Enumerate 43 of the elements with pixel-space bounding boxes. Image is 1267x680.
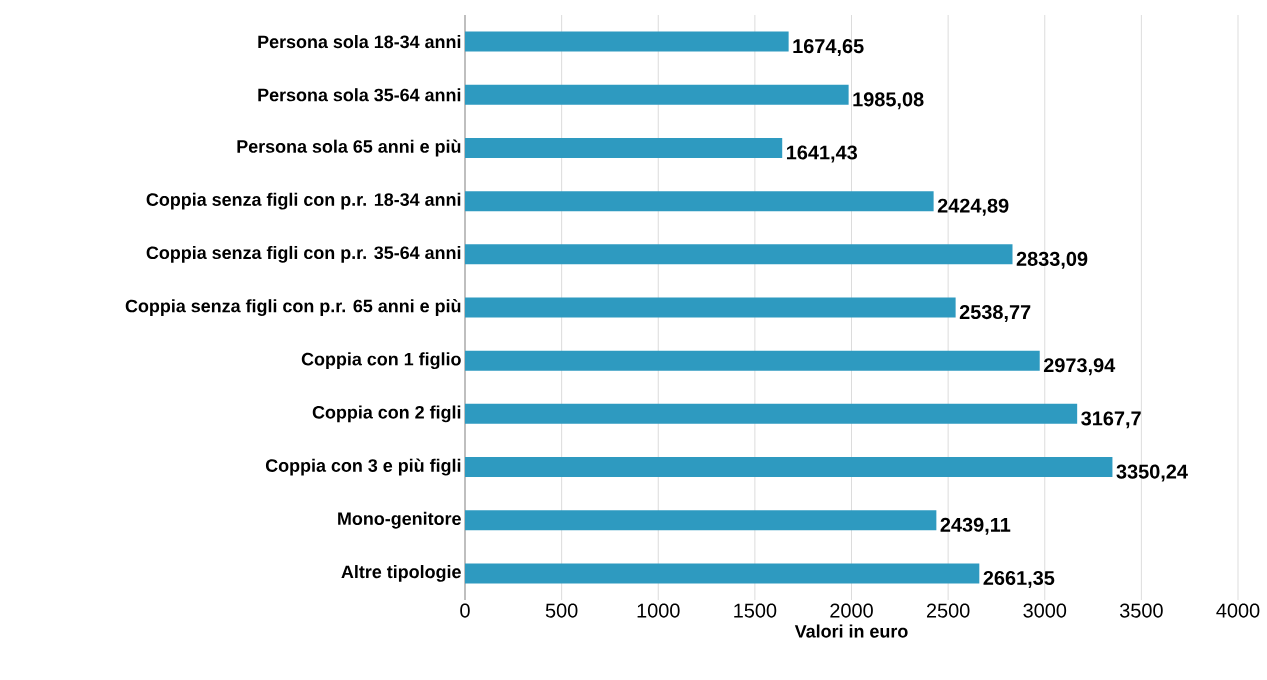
bar xyxy=(465,510,937,531)
bar xyxy=(465,403,1078,424)
bar xyxy=(465,297,956,318)
bar xyxy=(465,137,783,158)
x-tick-label: 2000 xyxy=(830,603,873,618)
y-tick-label: Coppia con 3 e più figli xyxy=(265,458,461,476)
bar xyxy=(465,244,1013,265)
data-label: 3350,24 xyxy=(1116,464,1188,482)
data-label: 2973,94 xyxy=(1043,358,1116,376)
y-tick-label: Mono-genitore xyxy=(338,511,461,529)
data-label: 2424,89 xyxy=(937,198,1009,216)
x-tick-label: 1000 xyxy=(637,603,680,618)
data-label: 3167,7 xyxy=(1081,411,1141,429)
data-label: 1641,43 xyxy=(786,145,858,163)
y-tick-label: Persona sola 35-64 anni xyxy=(258,88,461,102)
bar xyxy=(465,191,934,212)
data-label: 2833,09 xyxy=(1016,251,1088,269)
x-tick-label: 3000 xyxy=(1023,603,1067,618)
y-tick-label: Coppia con 1 figlio xyxy=(301,352,461,370)
x-tick-label: 500 xyxy=(545,603,578,618)
bar xyxy=(465,350,1040,371)
bar xyxy=(465,563,980,584)
data-label: 1674,65 xyxy=(793,39,864,57)
x-tick-label: 3500 xyxy=(1119,603,1163,618)
data-label: 1985,08 xyxy=(853,92,924,110)
data-label: 2439,11 xyxy=(940,517,1011,535)
y-tick-label: Coppia con 2 figli xyxy=(312,405,461,423)
y-tick-label: Coppia senza figli con p.r. 65 anni e più xyxy=(125,299,461,316)
data-label: 2661,35 xyxy=(983,570,1055,588)
y-tick-label: Persona sola 18-34 anni xyxy=(258,34,461,49)
x-tick-label: 4000 xyxy=(1216,603,1260,618)
bar xyxy=(465,31,789,52)
x-tick-label: 1500 xyxy=(734,603,777,618)
x-axis-title: Valori in euro xyxy=(794,624,908,638)
y-tick-label: Coppia senza figli con p.r. 35-64 anni xyxy=(146,245,461,263)
data-label: 2538,77 xyxy=(959,305,1031,322)
x-tick-label: 0 xyxy=(460,603,470,618)
y-tick-label: Altre tipologie xyxy=(341,565,461,582)
y-tick-label: Coppia senza figli con p.r. 18-34 anni xyxy=(146,192,461,210)
y-tick-label: Persona sola 65 anni e più xyxy=(237,139,461,157)
x-tick-label: 2500 xyxy=(926,603,970,618)
bar xyxy=(465,84,849,105)
bar xyxy=(465,457,1113,478)
